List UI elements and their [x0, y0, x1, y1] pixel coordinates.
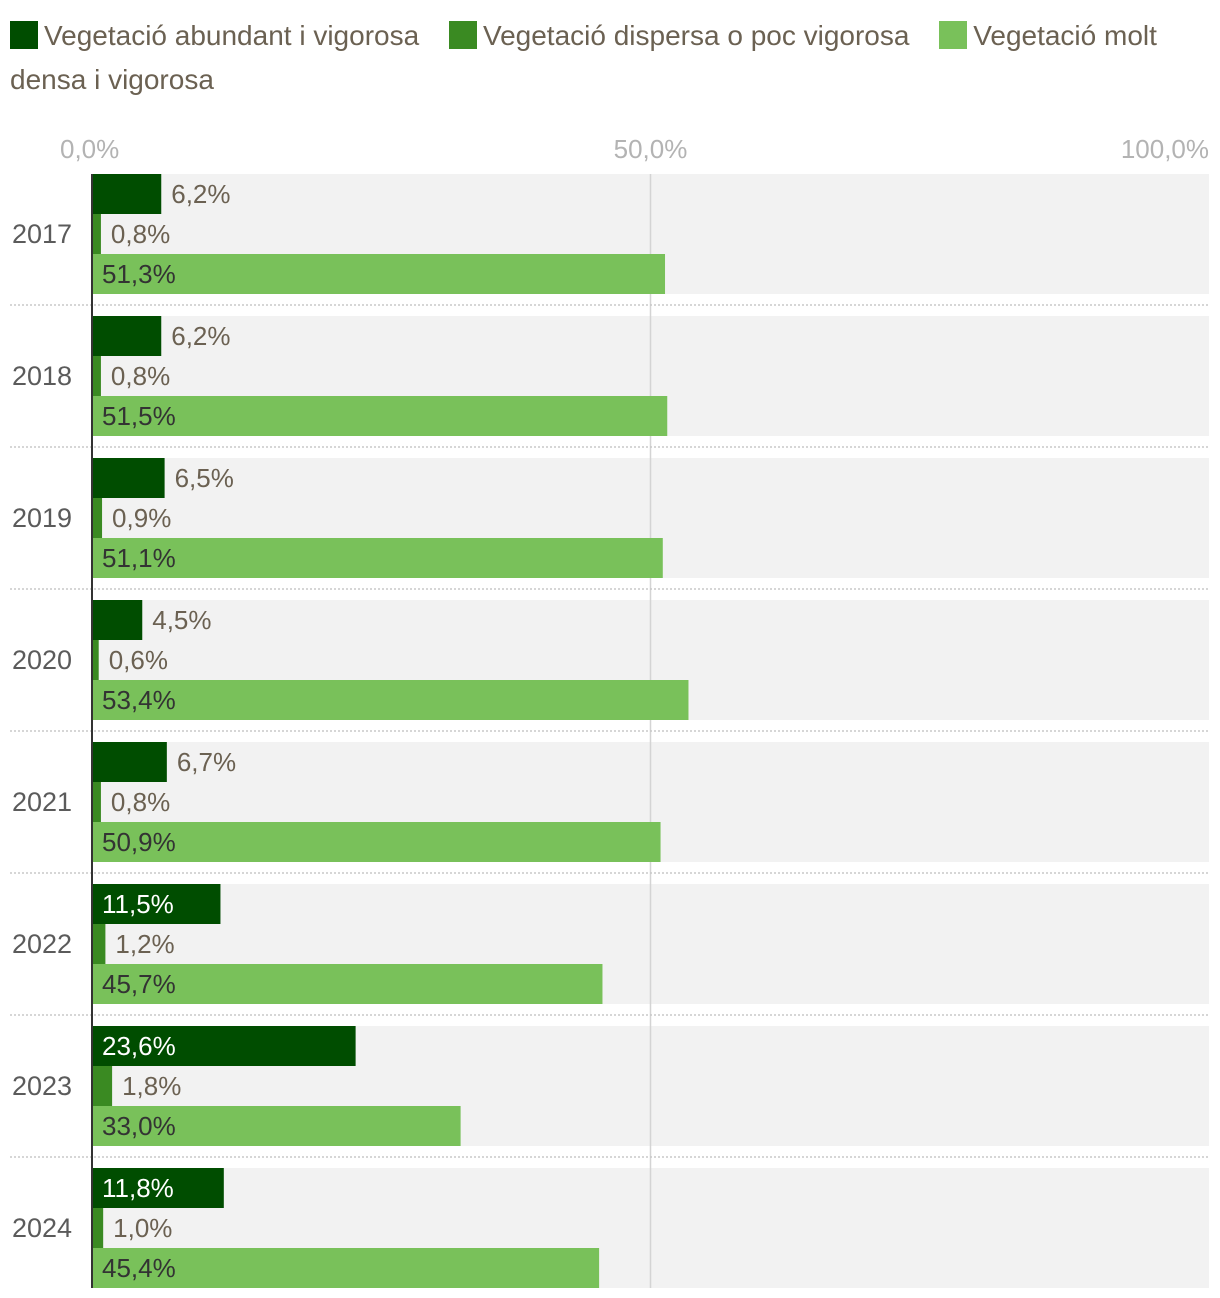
data-label-vegetacio-dispersa-o-poc-vigorosa-2019: 0,9%: [112, 503, 171, 533]
bar-vegetacio-abundant-i-vigorosa-2021: [92, 742, 167, 782]
data-label-vegetacio-molt-densa-i-vigorosa-2019: 51,1%: [102, 543, 176, 573]
bar-vegetacio-dispersa-o-poc-vigorosa-2019: [92, 498, 103, 538]
bar-vegetacio-molt-densa-i-vigorosa-2023: [92, 1106, 461, 1146]
data-label-vegetacio-molt-densa-i-vigorosa-2020: 53,4%: [102, 685, 176, 715]
legend-label-abundant: Vegetació abundant i vigorosa: [44, 20, 420, 51]
bar-vegetacio-abundant-i-vigorosa-2019: [92, 458, 165, 498]
data-label-vegetacio-abundant-i-vigorosa-2019: 6,5%: [175, 463, 234, 493]
data-label-vegetacio-molt-densa-i-vigorosa-2017: 51,3%: [102, 259, 176, 289]
data-label-vegetacio-abundant-i-vigorosa-2023: 23,6%: [102, 1031, 176, 1061]
category-label-2019: 2019: [12, 503, 72, 533]
data-label-vegetacio-molt-densa-i-vigorosa-2023: 33,0%: [102, 1111, 176, 1141]
bar-vegetacio-molt-densa-i-vigorosa-2019: [92, 538, 663, 578]
legend-swatch-densa: [939, 21, 968, 49]
data-label-vegetacio-abundant-i-vigorosa-2024: 11,8%: [102, 1173, 174, 1203]
legend-swatch-dispersa: [448, 21, 477, 49]
legend-item-dispersa: Vegetació dispersa o poc vigorosa: [448, 20, 910, 51]
data-label-vegetacio-abundant-i-vigorosa-2017: 6,2%: [171, 179, 230, 209]
category-label-2018: 2018: [12, 361, 72, 391]
bar-vegetacio-molt-densa-i-vigorosa-2018: [92, 396, 668, 436]
bar-vegetacio-abundant-i-vigorosa-2024: [92, 1168, 224, 1208]
x-tick-label-1: 50,0%: [614, 134, 688, 164]
bar-vegetacio-abundant-i-vigorosa-2017: [92, 174, 162, 214]
data-label-vegetacio-dispersa-o-poc-vigorosa-2018: 0,8%: [111, 361, 170, 391]
category-label-2017: 2017: [12, 219, 72, 249]
legend-label-dispersa: Vegetació dispersa o poc vigorosa: [482, 20, 910, 51]
x-tick-label-0: 0,0%: [60, 134, 119, 164]
bar-vegetacio-abundant-i-vigorosa-2023: [92, 1026, 356, 1066]
bar-vegetacio-dispersa-o-poc-vigorosa-2023: [92, 1066, 113, 1106]
bar-vegetacio-dispersa-o-poc-vigorosa-2020: [92, 640, 99, 680]
bar-vegetacio-dispersa-o-poc-vigorosa-2021: [92, 782, 101, 822]
data-label-vegetacio-molt-densa-i-vigorosa-2024: 45,4%: [102, 1253, 176, 1283]
bar-vegetacio-abundant-i-vigorosa-2018: [92, 316, 162, 356]
data-label-vegetacio-dispersa-o-poc-vigorosa-2023: 1,8%: [122, 1071, 181, 1101]
bar-vegetacio-molt-densa-i-vigorosa-2022: [92, 964, 603, 1004]
bar-vegetacio-dispersa-o-poc-vigorosa-2017: [92, 214, 101, 254]
category-label-2024: 2024: [12, 1213, 72, 1243]
data-label-vegetacio-molt-densa-i-vigorosa-2021: 50,9%: [102, 827, 176, 857]
bar-vegetacio-molt-densa-i-vigorosa-2020: [92, 680, 689, 720]
legend-label-densa: Vegetació molt densa i vigorosa: [10, 20, 1157, 95]
data-label-vegetacio-dispersa-o-poc-vigorosa-2022: 1,2%: [115, 929, 174, 959]
data-label-vegetacio-dispersa-o-poc-vigorosa-2024: 1,0%: [113, 1213, 172, 1243]
data-label-vegetacio-abundant-i-vigorosa-2018: 6,2%: [171, 321, 230, 351]
category-label-2022: 2022: [12, 929, 72, 959]
bar-vegetacio-molt-densa-i-vigorosa-2024: [92, 1248, 600, 1288]
data-label-vegetacio-molt-densa-i-vigorosa-2022: 45,7%: [102, 969, 176, 999]
data-label-vegetacio-molt-densa-i-vigorosa-2018: 51,5%: [102, 401, 176, 431]
data-label-vegetacio-abundant-i-vigorosa-2020: 4,5%: [152, 605, 211, 635]
legend-item-densa: Vegetació molt densa i vigorosa: [10, 20, 1157, 95]
bar-vegetacio-abundant-i-vigorosa-2020: [92, 600, 143, 640]
data-label-vegetacio-dispersa-o-poc-vigorosa-2021: 0,8%: [111, 787, 170, 817]
bar-vegetacio-abundant-i-vigorosa-2022: [92, 884, 221, 924]
legend-swatch-abundant: [10, 21, 38, 49]
data-label-vegetacio-abundant-i-vigorosa-2021: 6,7%: [177, 747, 236, 777]
category-label-2021: 2021: [12, 787, 72, 817]
data-label-vegetacio-abundant-i-vigorosa-2022: 11,5%: [102, 889, 174, 919]
bar-vegetacio-dispersa-o-poc-vigorosa-2022: [92, 924, 106, 964]
category-label-2023: 2023: [12, 1071, 72, 1101]
chart-legend: Vegetació abundant i vigorosa Vegetació …: [10, 14, 1200, 102]
bar-vegetacio-dispersa-o-poc-vigorosa-2018: [92, 356, 101, 396]
bar-vegetacio-molt-densa-i-vigorosa-2017: [92, 254, 666, 294]
data-label-vegetacio-dispersa-o-poc-vigorosa-2020: 0,6%: [109, 645, 168, 675]
category-label-2020: 2020: [12, 645, 72, 675]
legend-item-abundant: Vegetació abundant i vigorosa: [10, 20, 419, 51]
x-tick-label-2: 100,0%: [1121, 134, 1209, 164]
data-label-vegetacio-dispersa-o-poc-vigorosa-2017: 0,8%: [111, 219, 170, 249]
bar-vegetacio-molt-densa-i-vigorosa-2021: [92, 822, 661, 862]
bar-vegetacio-dispersa-o-poc-vigorosa-2024: [92, 1208, 104, 1248]
